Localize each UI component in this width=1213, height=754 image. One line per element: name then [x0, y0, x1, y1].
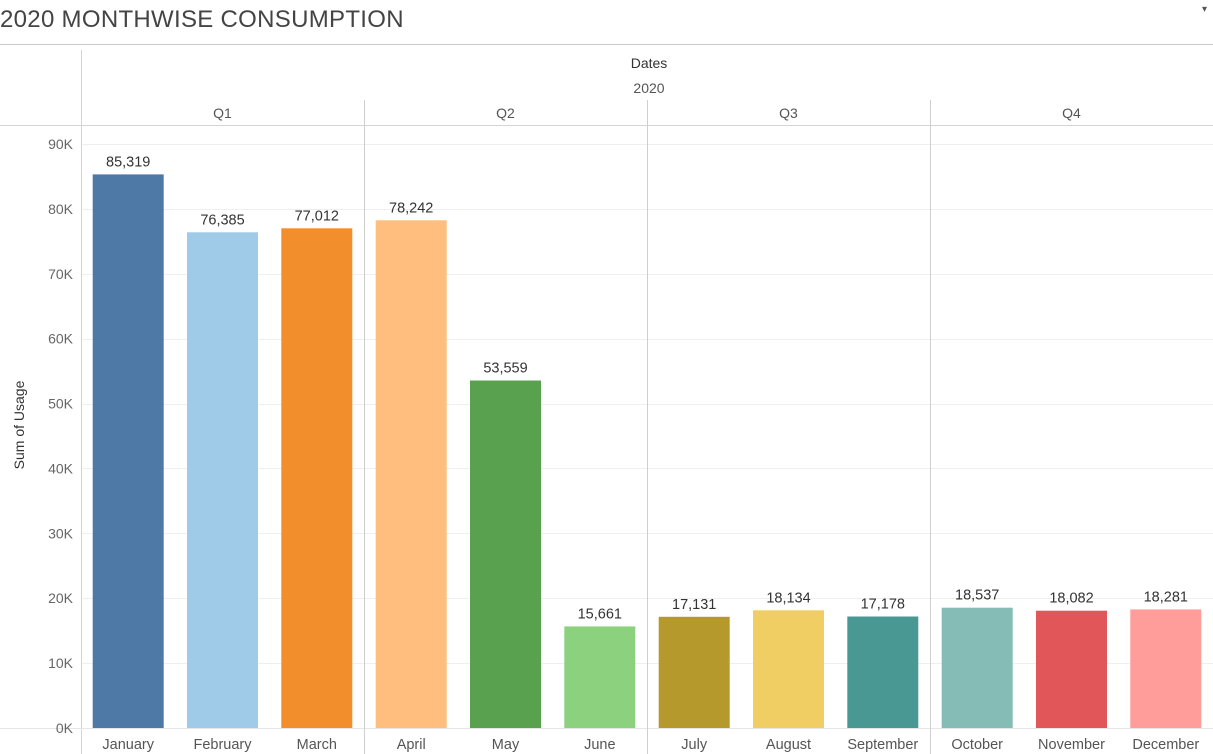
- bar-september: [847, 616, 919, 728]
- bar-november: [1036, 610, 1107, 728]
- bar-december: [1130, 609, 1202, 728]
- bar-april: [375, 220, 447, 729]
- y-tick-label-8: 80K: [48, 201, 74, 217]
- y-tick-label-3: 30K: [48, 525, 74, 541]
- category-label-may: May: [492, 737, 520, 753]
- y-tick-label-5: 50K: [48, 396, 74, 412]
- title-divider: [0, 44, 1213, 45]
- bar-march: [281, 228, 353, 729]
- value-label-august: 18,134: [766, 590, 810, 606]
- chart-frame: [0, 50, 1213, 754]
- category-label-june: June: [584, 737, 615, 753]
- y-axis-label: Sum of Usage: [11, 380, 27, 469]
- y-tick-label-6: 60K: [48, 331, 74, 347]
- chart-title: 2020 MONTHWISE CONSUMPTION: [0, 6, 404, 33]
- category-label-july: July: [681, 737, 708, 753]
- bar-january: [92, 174, 164, 728]
- quarter-headers: Q1 Q2 Q3 Q4: [213, 105, 1081, 121]
- value-labels: 85,319 76,385 77,012 78,242 53,559 15,661 17,1…: [106, 154, 1188, 622]
- category-label-december: December: [1132, 737, 1199, 753]
- category-label-november: November: [1038, 737, 1105, 753]
- dropdown-arrow-icon[interactable]: ▾: [1201, 4, 1207, 15]
- value-label-january: 85,319: [106, 154, 150, 170]
- bar-october: [941, 607, 1013, 728]
- category-label-september: September: [847, 737, 918, 753]
- y-tick-label-0: 0K: [56, 720, 74, 736]
- column-header-year: 2020: [633, 80, 664, 96]
- y-tick-label-7: 70K: [48, 266, 74, 282]
- value-label-may: 53,559: [483, 361, 527, 377]
- bar-february: [187, 232, 258, 729]
- bar-august: [753, 610, 824, 728]
- value-label-december: 18,281: [1144, 589, 1188, 605]
- value-label-june: 15,661: [578, 606, 622, 622]
- bar-july: [658, 616, 730, 728]
- category-label-august: August: [766, 737, 811, 753]
- value-label-september: 17,178: [861, 597, 905, 613]
- y-tick-label-9: 90K: [48, 136, 74, 152]
- quarter-header-q4: Q4: [1062, 105, 1081, 121]
- y-axis-ticks: 0K 10K 20K 30K 40K 50K 60K 70K 80K 90K: [48, 136, 74, 736]
- quarter-header-q3: Q3: [779, 105, 798, 121]
- y-tick-label-2: 20K: [48, 590, 74, 606]
- y-tick-label-1: 10K: [48, 655, 74, 671]
- category-label-february: February: [193, 737, 252, 753]
- bar-may: [470, 380, 541, 728]
- column-header-dates: Dates: [631, 55, 668, 71]
- value-label-november: 18,082: [1049, 591, 1093, 607]
- bars: [92, 174, 1202, 729]
- value-label-october: 18,537: [955, 588, 999, 604]
- quarter-header-q1: Q1: [213, 105, 232, 121]
- category-label-march: March: [297, 737, 337, 753]
- bar-june: [564, 626, 636, 728]
- category-labels: January February March April May June July Augu…: [102, 737, 1199, 753]
- category-label-january: January: [102, 737, 154, 753]
- category-label-april: April: [397, 737, 426, 753]
- value-label-february: 76,385: [200, 212, 244, 228]
- quarter-header-q2: Q2: [496, 105, 515, 121]
- value-label-april: 78,242: [389, 200, 433, 216]
- category-label-october: October: [951, 737, 1003, 753]
- value-label-march: 77,012: [295, 208, 339, 224]
- value-label-july: 17,131: [672, 597, 716, 613]
- y-tick-label-4: 40K: [48, 460, 74, 476]
